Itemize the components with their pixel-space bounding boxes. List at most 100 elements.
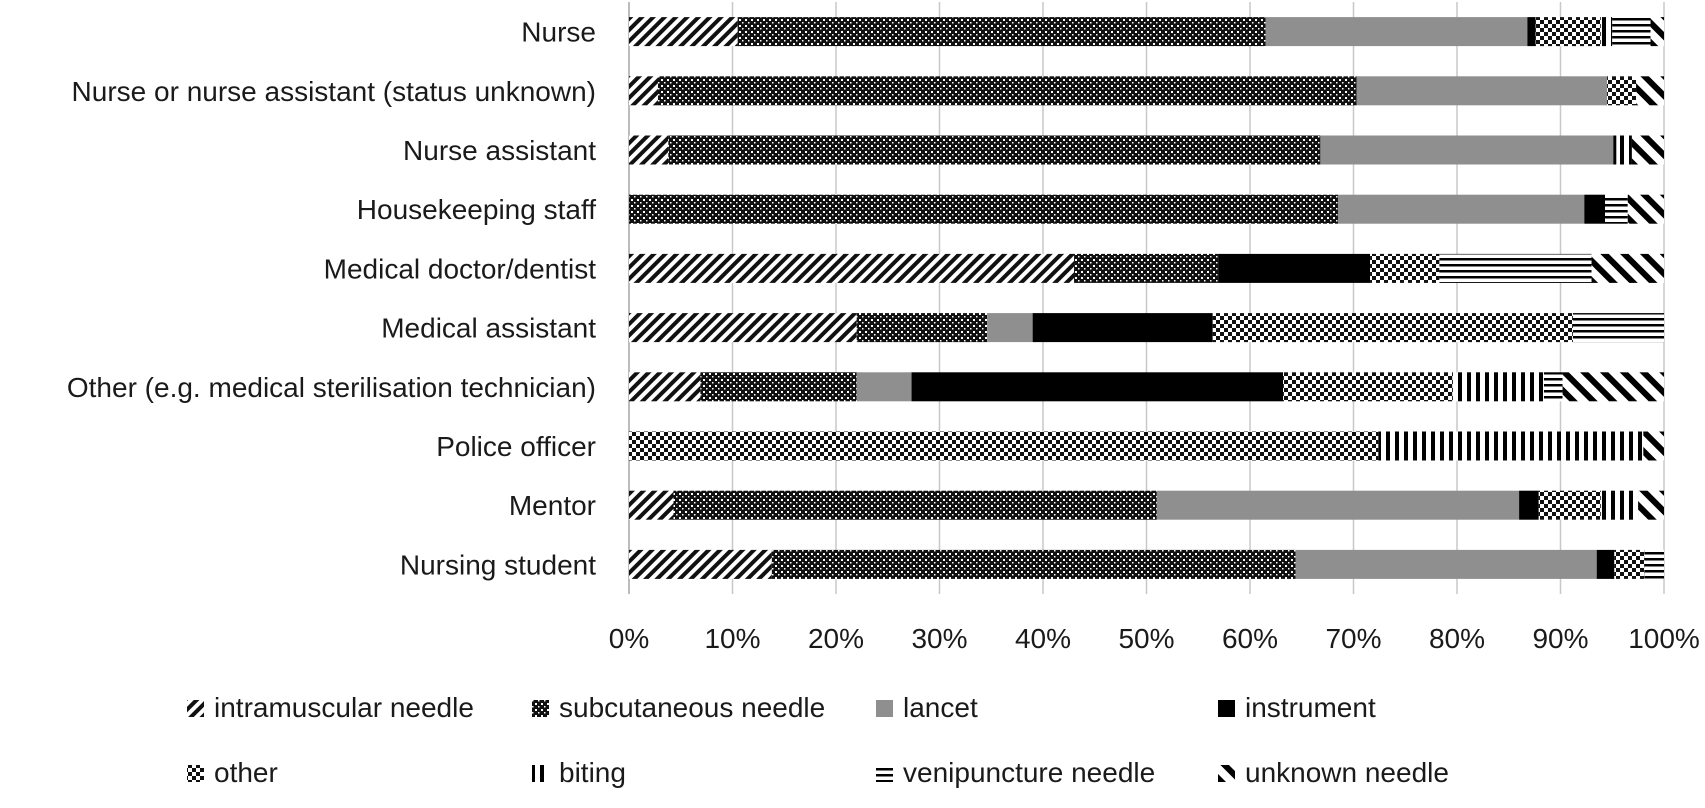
bar-nurse-intramuscular-needle [629,17,738,47]
bar-nurse-assistant-subcutaneous-needle [668,135,1321,165]
category-label: Nurse [521,17,596,48]
bar-nurse-or-nurse-assistant-status-unknown-lancet [1356,76,1608,106]
legend-swatch-instrument [1218,700,1235,717]
x-tick-label: 70% [1325,623,1381,654]
bar-nursing-student-subcutaneous-needle [771,549,1296,579]
x-tick-label: 50% [1118,623,1174,654]
bar-nurse-subcutaneous-needle [737,17,1266,47]
bar-nurse-or-nurse-assistant-status-unknown-intramuscular-needle [629,76,658,106]
bar-medical-doctor-dentist-instrument [1218,253,1371,283]
x-tick-label: 40% [1015,623,1071,654]
x-tick-label: 10% [704,623,760,654]
bar-nurse-assistant-lancet [1320,135,1614,165]
legend-swatch-other [187,765,204,782]
bar-nursing-student-intramuscular-needle [629,549,772,579]
bar-police-officer-other [629,431,1379,461]
bar-other-e-g-medical-sterilisation-technician-other [1283,372,1453,402]
bar-nurse-assistant-intramuscular-needle [629,135,669,165]
legend-label-other: other [214,757,278,788]
legend-label-lancet: lancet [903,692,978,723]
x-tick-label: 20% [808,623,864,654]
bar-mentor-unknown-needle [1638,490,1664,520]
bar-mentor-biting [1600,490,1639,520]
legend-label-unknown-needle: unknown needle [1245,757,1449,788]
bar-police-officer-unknown-needle [1643,431,1664,461]
bar-nurse-or-nurse-assistant-status-unknown-unknown-needle [1636,76,1664,106]
bar-nursing-student-venipuncture-needle [1644,549,1664,579]
legend-swatch-lancet [876,700,893,717]
legend-label-intramuscular-needle: intramuscular needle [214,692,474,723]
bar-nurse-assistant-unknown-needle [1631,135,1664,165]
bar-nurse-unknown-needle [1650,17,1664,47]
category-label: Mentor [509,490,596,521]
bar-nurse-or-nurse-assistant-status-unknown-other [1607,76,1637,106]
bar-medical-doctor-dentist-other [1370,253,1440,283]
bar-other-e-g-medical-sterilisation-technician-unknown-needle [1562,372,1664,402]
bar-nurse-or-nurse-assistant-status-unknown-subcutaneous-needle [657,76,1357,106]
bar-other-e-g-medical-sterilisation-technician-lancet [856,372,912,402]
bar-medical-assistant-lancet [987,313,1033,343]
x-tick-label: 60% [1222,623,1278,654]
x-tick-label: 30% [911,623,967,654]
bar-other-e-g-medical-sterilisation-technician-subcutaneous-needle [700,372,857,402]
bar-other-e-g-medical-sterilisation-technician-biting [1452,372,1544,402]
category-label: Medical assistant [381,313,596,344]
bar-medical-doctor-dentist-unknown-needle [1591,253,1664,283]
legend: intramuscular needle subcutaneous needle l… [187,692,1449,788]
category-label: Nurse or nurse assistant (status unknown… [72,76,596,107]
legend-swatch-subcutaneous-needle [532,700,549,717]
category-label: Police officer [436,431,596,462]
bar-nurse-lancet [1265,17,1528,47]
bar-mentor-lancet [1156,490,1520,520]
bar-nurse-other [1535,17,1601,47]
bar-mentor-subcutaneous-needle [673,490,1157,520]
x-tick-label: 80% [1429,623,1485,654]
bar-housekeeping-staff-unknown-needle [1627,194,1664,224]
legend-swatch-biting [532,765,549,782]
bar-medical-assistant-instrument [1032,313,1213,343]
category-label: Nursing student [400,549,596,580]
bar-nurse-instrument [1527,17,1536,47]
bar-housekeeping-staff-lancet [1337,194,1585,224]
bar-mentor-intramuscular-needle [629,490,674,520]
legend-swatch-intramuscular-needle [187,700,204,717]
category-label: Medical doctor/dentist [324,253,597,284]
bar-police-officer-biting [1378,431,1644,461]
x-tick-label: 100% [1628,623,1700,654]
bar-housekeeping-staff-subcutaneous-needle [629,194,1338,224]
bar-medical-doctor-dentist-intramuscular-needle [629,253,1075,283]
bar-medical-doctor-dentist-venipuncture-needle [1439,253,1592,283]
x-tick-label: 0% [609,623,649,654]
legend-swatch-venipuncture-needle [876,765,893,782]
bar-medical-assistant-other [1212,313,1573,343]
bars [629,17,1664,579]
bar-nurse-assistant-instrument [1613,135,1617,165]
bar-mentor-instrument [1519,490,1539,520]
category-labels: Nurse Nurse or nurse assistant (status un… [67,17,596,581]
x-tick-labels: 0% 10% 20% 30% 40% 50% 60% 70% 80% 90% 100% [609,623,1700,654]
category-label: Other (e.g. medical sterilisation techni… [67,372,596,403]
bar-other-e-g-medical-sterilisation-technician-instrument [911,372,1284,402]
legend-label-biting: biting [559,757,626,788]
legend-label-venipuncture-needle: venipuncture needle [903,757,1155,788]
bar-housekeeping-staff-venipuncture-needle [1605,194,1628,224]
category-label: Nurse assistant [403,135,596,166]
legend-label-subcutaneous-needle: subcutaneous needle [559,692,825,723]
bar-other-e-g-medical-sterilisation-technician-venipuncture-needle [1543,372,1563,402]
legend-label-instrument: instrument [1245,692,1376,723]
bar-nurse-venipuncture-needle [1612,17,1651,47]
bar-mentor-other [1538,490,1601,520]
bar-other-e-g-medical-sterilisation-technician-intramuscular-needle [629,372,701,402]
bar-medical-assistant-venipuncture-needle [1572,313,1664,343]
bar-nursing-student-instrument [1596,549,1615,579]
bar-medical-doctor-dentist-subcutaneous-needle [1074,253,1219,283]
bar-housekeeping-staff-instrument [1584,194,1606,224]
bar-medical-assistant-intramuscular-needle [629,313,857,343]
bar-medical-assistant-subcutaneous-needle [856,313,988,343]
legend-swatch-unknown-needle [1218,765,1235,782]
bar-nursing-student-other [1614,549,1645,579]
bar-nursing-student-lancet [1295,549,1597,579]
category-label: Housekeeping staff [357,194,596,225]
